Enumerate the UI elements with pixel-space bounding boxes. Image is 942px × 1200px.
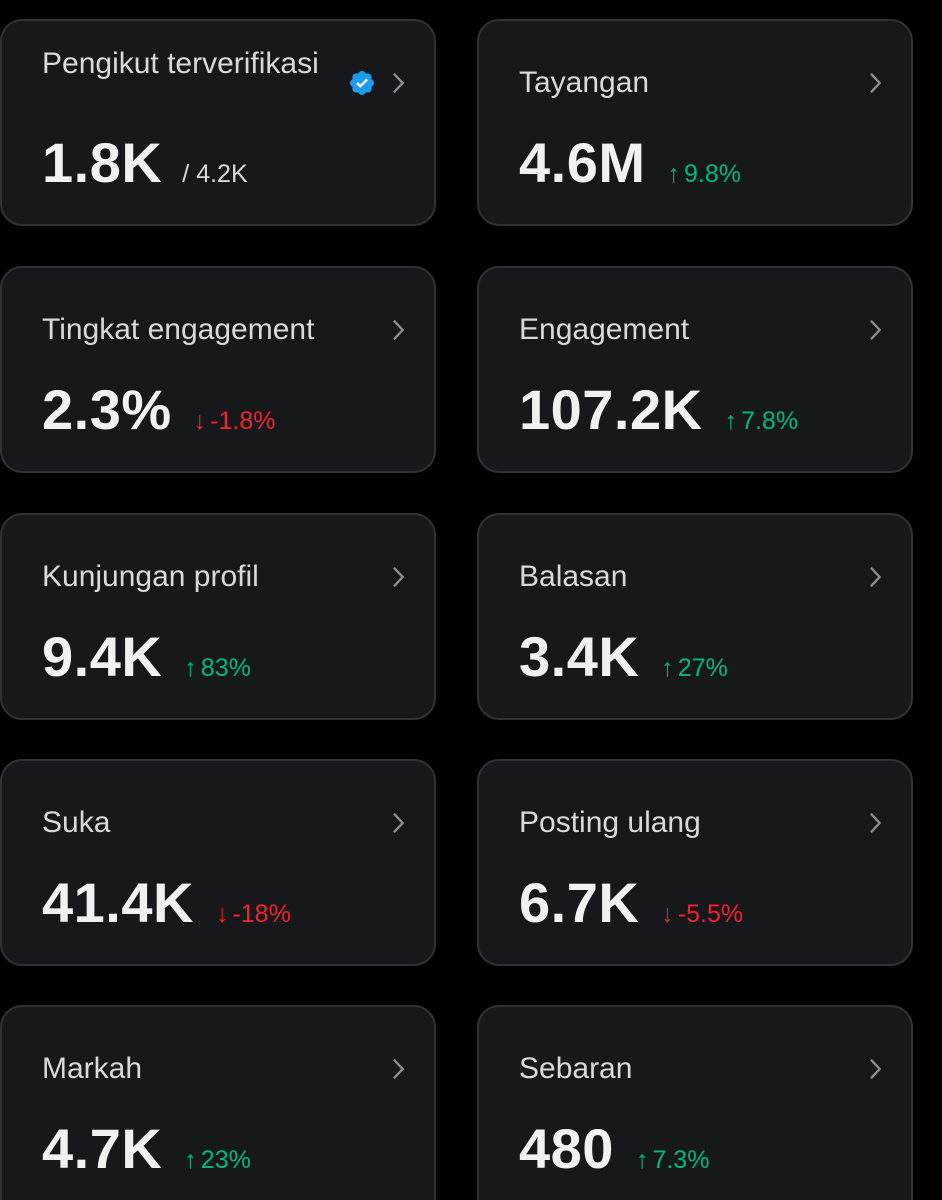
- card-value-row: 4.6M ↑ 9.8%: [519, 131, 741, 195]
- change-value: 9.8%: [684, 160, 741, 188]
- card-value-row: 107.2K ↑ 7.8%: [519, 378, 798, 442]
- card-value-row: 6.7K ↓ -5.5%: [519, 871, 743, 935]
- chevron-right-icon[interactable]: [384, 69, 412, 97]
- change-indicator: ↓ -5.5%: [661, 900, 743, 929]
- chevron-right-icon[interactable]: [384, 316, 412, 344]
- card-label: Suka: [42, 806, 111, 839]
- change-value: -18%: [232, 900, 291, 928]
- chevron-right-icon[interactable]: [861, 69, 889, 97]
- card-label: Sebaran: [519, 1052, 633, 1085]
- chevron-right-icon[interactable]: [861, 563, 889, 591]
- change-value: 83%: [200, 654, 251, 682]
- arrow-up-icon: ↑: [661, 654, 674, 682]
- card-value-row: 1.8K / 4.2K: [42, 131, 248, 195]
- card-label: Tayangan: [519, 66, 650, 99]
- card-value: 9.4K: [42, 625, 163, 688]
- chevron-right-icon[interactable]: [384, 1055, 412, 1083]
- card-value-row: 9.4K ↑ 83%: [42, 625, 251, 689]
- verified-badge-icon: [348, 69, 376, 97]
- change-indicator: ↑ 27%: [661, 654, 728, 683]
- chevron-right-icon[interactable]: [384, 809, 412, 837]
- card-value: 4.6M: [519, 131, 646, 194]
- chevron-right-icon[interactable]: [861, 1055, 889, 1083]
- change-value: -1.8%: [210, 407, 276, 435]
- change-value: 27%: [677, 654, 728, 682]
- card-value-row: 480 ↑ 7.3%: [519, 1117, 709, 1181]
- card-label: Tingkat engagement: [42, 313, 315, 346]
- chevron-right-icon[interactable]: [384, 563, 412, 591]
- arrow-up-icon: ↑: [184, 654, 197, 682]
- change-indicator: ↑ 23%: [184, 1146, 251, 1175]
- change-value: -5.5%: [677, 900, 744, 928]
- card-label: Posting ulang: [519, 806, 701, 839]
- card-label: Engagement: [519, 313, 690, 346]
- card-label: Markah: [42, 1052, 143, 1085]
- arrow-down-icon: ↓: [215, 900, 229, 928]
- card-engagement-rate[interactable]: Tingkat engagement 2.3% ↓ -1.8%: [0, 266, 436, 473]
- arrow-up-icon: ↑: [635, 1146, 649, 1174]
- change-indicator: ↑ 9.8%: [668, 160, 741, 189]
- change-indicator: ↑ 83%: [184, 654, 251, 683]
- card-impressions[interactable]: Tayangan 4.6M ↑ 9.8%: [477, 19, 913, 226]
- card-value-row: 41.4K ↓ -18%: [42, 871, 291, 935]
- card-replies[interactable]: Balasan 3.4K ↑ 27%: [477, 513, 913, 720]
- card-value: 4.7K: [42, 1117, 163, 1180]
- change-indicator: ↑ 7.3%: [636, 1146, 709, 1175]
- card-profile-visits[interactable]: Kunjungan profil 9.4K ↑ 83%: [0, 513, 436, 720]
- change-value: 23%: [200, 1146, 251, 1174]
- change-value: 7.3%: [652, 1146, 710, 1174]
- card-value: 1.8K: [42, 131, 163, 194]
- arrow-up-icon: ↑: [724, 407, 738, 435]
- card-total: / 4.2K: [182, 160, 248, 188]
- card-value-row: 3.4K ↑ 27%: [519, 625, 728, 689]
- arrow-up-icon: ↑: [184, 1146, 197, 1174]
- card-value: 107.2K: [519, 378, 703, 441]
- card-label: Kunjungan profil: [42, 560, 259, 593]
- card-reposts[interactable]: Posting ulang 6.7K ↓ -5.5%: [477, 759, 913, 966]
- card-value: 2.3%: [42, 378, 172, 441]
- card-label: Pengikut terverifikasi: [42, 47, 319, 80]
- card-bookmarks[interactable]: Markah 4.7K ↑ 23%: [0, 1005, 436, 1200]
- chevron-right-icon[interactable]: [861, 809, 889, 837]
- card-engagement[interactable]: Engagement 107.2K ↑ 7.8%: [477, 266, 913, 473]
- card-likes[interactable]: Suka 41.4K ↓ -18%: [0, 759, 436, 966]
- card-value: 6.7K: [519, 871, 640, 934]
- card-value: 41.4K: [42, 871, 194, 934]
- card-value-row: 2.3% ↓ -1.8%: [42, 378, 275, 442]
- change-indicator: ↓ -1.8%: [194, 407, 276, 436]
- arrow-down-icon: ↓: [193, 407, 207, 435]
- card-value: 3.4K: [519, 625, 640, 688]
- card-value: 480: [519, 1117, 614, 1180]
- card-value-row: 4.7K ↑ 23%: [42, 1117, 251, 1181]
- change-value: 7.8%: [741, 407, 799, 435]
- arrow-up-icon: ↑: [667, 160, 681, 188]
- card-shares[interactable]: Sebaran 480 ↑ 7.3%: [477, 1005, 913, 1200]
- card-label: Balasan: [519, 560, 628, 593]
- chevron-right-icon[interactable]: [861, 316, 889, 344]
- change-indicator: ↑ 7.8%: [725, 407, 798, 436]
- change-indicator: ↓ -18%: [216, 900, 291, 929]
- card-verified-followers[interactable]: Pengikut terverifikasi 1.8K / 4.2K: [0, 19, 436, 226]
- arrow-down-icon: ↓: [661, 900, 674, 928]
